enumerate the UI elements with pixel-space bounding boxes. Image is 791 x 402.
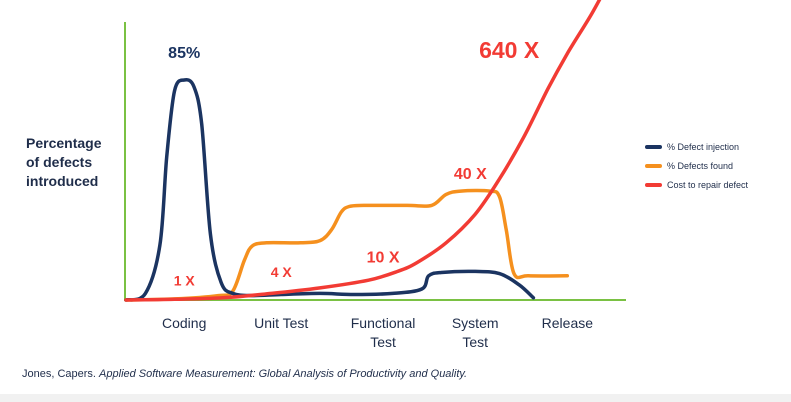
footer-divider [0,394,791,402]
legend-label-cost-to-repair: Cost to repair defect [667,180,749,190]
y-axis-label: Percentage of defects introduced [26,135,102,189]
annotation-peak-85: 85% [168,45,200,62]
x-tick-label-unit-test: Unit Test [254,315,308,331]
annotation-cost-1x: 1 X [174,273,196,289]
citation-author: Jones, Capers. [22,368,100,380]
series-line-cost-to-repair [124,0,602,302]
series-lines [124,0,602,302]
legend-label-defects-found: % Defects found [667,161,733,171]
legend: % Defect injection % Defects found Cost to… [645,142,749,190]
annotation-cost-10x: 10 X [367,250,400,267]
annotation-cost-640x: 640 X [479,37,540,63]
x-tick-label-coding: Coding [162,315,206,331]
series-line-defects-found [124,188,570,302]
y-axis-label-line: Percentage [26,135,102,151]
y-axis-label-line: introduced [26,173,98,189]
y-axis-label-line: of defects [26,154,92,170]
y-axis-label-text: Percentage of defects introduced [26,135,102,189]
annotation-cost-4x: 4 X [271,264,293,280]
x-tick-label-release: Release [542,315,594,331]
x-tick-label-functional-test: Functional Test [351,315,416,350]
citation: Jones, Capers. Applied Software Measurem… [22,368,467,380]
legend-label-defect-injection: % Defect injection [667,142,739,152]
x-tick-label-system-test: System Test [452,315,499,350]
annotation-cost-40x: 40 X [454,166,487,183]
citation-title: Applied Software Measurement: Global Ana… [99,368,468,380]
x-tick-labels: Coding Unit Test Functional Test System Test R… [162,315,593,350]
annotations: 85% 1 X 4 X 10 X 40 X 640 X [168,37,540,289]
